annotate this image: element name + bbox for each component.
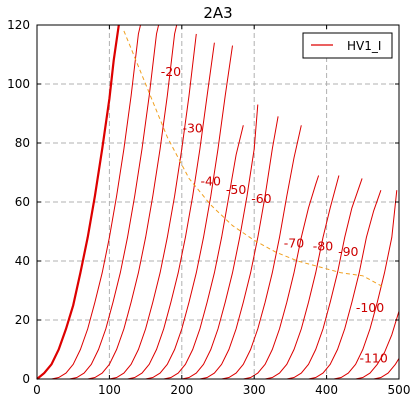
x-tick-label-2: 200 (170, 383, 193, 397)
chart-title: 2A3 (203, 4, 232, 22)
y-tick-label-3: 60 (15, 195, 30, 209)
x-tick-label-5: 500 (388, 383, 411, 397)
legend: HV1_I (302, 32, 393, 59)
series-curve-7 (163, 125, 244, 380)
x-tick-label-3: 300 (243, 383, 266, 397)
series-curve-0 (36, 24, 120, 380)
curve-label-7: -90 (338, 244, 358, 259)
series-curve-12 (264, 175, 340, 380)
series-curve-6 (145, 45, 233, 380)
series-curve-13 (286, 178, 363, 380)
y-tick-label-2: 40 (15, 254, 30, 268)
series-curve-2 (69, 24, 160, 380)
x-tick-label-1: 100 (98, 383, 121, 397)
y-tick-label-1: 20 (15, 313, 30, 327)
curve-label-4: -60 (251, 191, 271, 206)
curve-label-6: -80 (313, 238, 333, 253)
series-curve-15 (333, 190, 398, 380)
x-tick-label-4: 400 (315, 383, 338, 397)
curve-label-0: -20 (161, 64, 181, 79)
y-tick-label-5: 100 (7, 77, 30, 91)
series-curve-17 (373, 358, 400, 380)
series-curve-4 (109, 33, 197, 380)
load-line (123, 30, 385, 289)
series-curve-10 (221, 125, 302, 380)
series-curve-8 (181, 104, 259, 380)
curve-label-9: -110 (359, 350, 387, 365)
series-curve-3 (87, 24, 178, 380)
series-curve-1 (51, 24, 141, 380)
y-tick-label-6: 120 (7, 18, 30, 32)
axis-ticks: 0 100 200 300 400 500 0 20 40 60 80 100 120 (7, 18, 410, 397)
x-tick-label-0: 0 (33, 383, 41, 397)
curve-label-8: -100 (356, 300, 384, 315)
series-curve-16 (355, 310, 400, 380)
grid (37, 25, 399, 379)
y-tick-label-0: 0 (22, 372, 30, 386)
series-curve-5 (127, 42, 215, 380)
curve-label-1: -30 (182, 120, 202, 135)
series-curve-11 (243, 175, 320, 380)
legend-label: HV1_I (347, 39, 381, 53)
series-curve-9 (199, 116, 279, 380)
load-line-path (123, 30, 385, 289)
series-curve-14 (308, 190, 382, 380)
y-tick-label-4: 80 (15, 136, 30, 150)
curve-labels: -20 -30 -40 -50 -60 -70 -80 -90 -100 -110 (161, 64, 388, 365)
curve-label-2: -40 (201, 173, 221, 188)
curve-label-3: -50 (226, 182, 246, 197)
plate-curves (36, 24, 400, 380)
curve-label-5: -70 (284, 235, 304, 250)
